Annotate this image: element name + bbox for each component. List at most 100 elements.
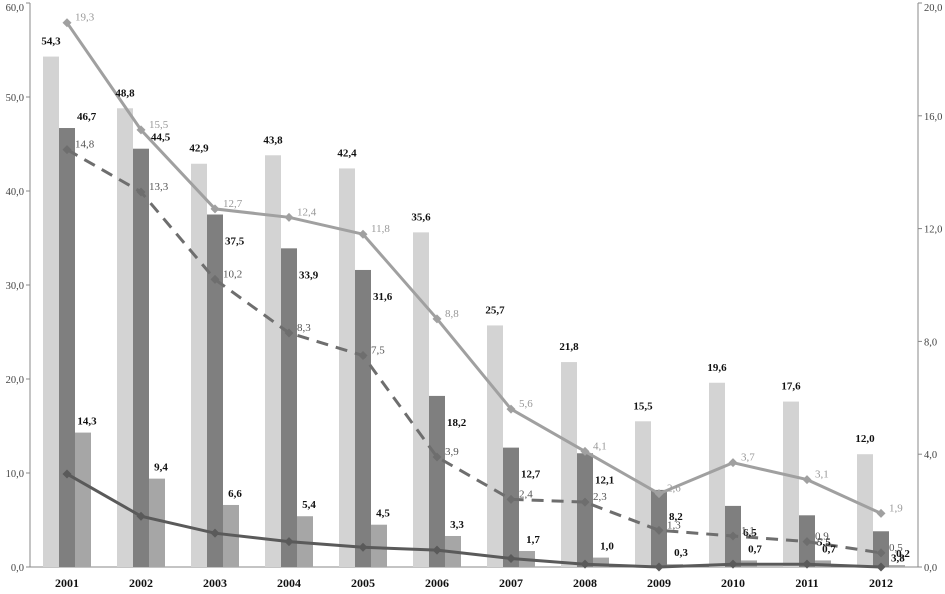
line-marker — [876, 548, 886, 558]
line-marker — [728, 458, 738, 468]
bar-value-label: 6,6 — [228, 488, 242, 500]
line-marker — [802, 537, 812, 547]
line-value-label: 7,5 — [371, 345, 385, 357]
bar-value-label: 5,4 — [302, 499, 316, 511]
line-marker — [432, 452, 442, 462]
line-value-label: 1,3 — [667, 519, 681, 531]
line-series — [65, 21, 882, 515]
line-value-label: 0,9 — [815, 531, 829, 543]
bar-layer — [43, 56, 905, 568]
bar — [371, 524, 387, 567]
bar — [355, 269, 371, 567]
bar — [503, 447, 519, 567]
line-marker — [136, 125, 146, 135]
bar — [117, 108, 133, 567]
y-right-tick-label: 16,0 — [924, 112, 942, 123]
bar-value-label: 8,2 — [669, 511, 683, 523]
bar — [413, 232, 429, 568]
bar — [149, 478, 165, 567]
line-marker — [728, 531, 738, 541]
bar — [133, 148, 149, 567]
bar-value-label: 21,8 — [559, 341, 579, 353]
bar-value-label: 3,3 — [450, 519, 464, 531]
bar-value-label: 35,6 — [411, 211, 431, 223]
line-marker — [284, 537, 294, 547]
y-right-tick-label: 4,0 — [924, 450, 937, 461]
y-right-tick-label: 8,0 — [924, 337, 937, 348]
x-tick-label: 2008 — [573, 576, 597, 590]
bar-value-label: 48,8 — [115, 87, 135, 99]
x-tick-label: 2002 — [129, 576, 153, 590]
line-marker — [432, 314, 442, 324]
bar-value-label: 5,5 — [817, 536, 831, 548]
x-tick-label: 2004 — [277, 576, 301, 590]
line-value-label: 14,8 — [75, 139, 95, 151]
line-marker — [358, 351, 368, 360]
bar-value-label: 1,0 — [600, 541, 614, 553]
line-value-label: 2,6 — [667, 483, 681, 495]
y-right-tick-label: 0,0 — [924, 563, 937, 574]
bar-value-label: 44,5 — [151, 132, 171, 144]
line-marker — [580, 497, 590, 507]
line-value-label: 4,1 — [593, 440, 607, 452]
x-tick-label: 2005 — [351, 576, 375, 590]
line-marker — [136, 511, 146, 521]
line-value-label: 3,1 — [815, 469, 829, 481]
bar — [59, 128, 75, 567]
bar-value-label: 9,4 — [154, 462, 168, 474]
x-tick-label: 2012 — [869, 576, 893, 590]
bar — [429, 395, 445, 567]
bar — [857, 454, 873, 567]
bar-value-label: 18,2 — [447, 417, 467, 429]
bar-value-label: 42,4 — [337, 147, 357, 159]
bar-value-label: 12,7 — [521, 469, 541, 481]
line-value-label: 12,7 — [223, 198, 243, 210]
line-marker — [506, 554, 516, 564]
x-tick-label: 2001 — [55, 576, 79, 590]
bar-value-label: 46,7 — [77, 111, 97, 123]
bar — [207, 214, 223, 567]
bar-value-label: 14,3 — [77, 416, 97, 428]
line-series — [66, 472, 882, 569]
line-value-label: 0,5 — [889, 542, 903, 554]
x-tick-label: 2009 — [647, 576, 671, 590]
bar-value-label: 31,6 — [373, 291, 393, 303]
bar-value-label: 37,5 — [225, 236, 245, 248]
line-marker — [210, 204, 220, 214]
line-marker — [654, 525, 664, 535]
line-value-label: 19,3 — [75, 12, 95, 24]
line-series — [66, 148, 882, 555]
y-left-tick-label: 30,0 — [6, 281, 24, 292]
chart-axes: 0,0 10,0 20,0 30,0 40,0 50,0 60,0 0,0 4,0 8,0 12,0… — [6, 2, 942, 590]
line-marker — [506, 494, 516, 504]
bar — [265, 155, 281, 567]
line-marker — [284, 212, 294, 222]
line-value-label: 2,4 — [519, 488, 533, 500]
bar-value-label: 1,7 — [526, 534, 540, 546]
data-label-layer: 54,3 48,8 42,9 43,8 42,4 35,6 25,7 21,8 15,5 19,6… — [41, 12, 910, 565]
line-value-label: 13,3 — [149, 181, 169, 193]
bar-value-label: 4,5 — [376, 508, 390, 520]
line-marker — [506, 404, 516, 414]
line-marker — [728, 559, 738, 569]
line-marker — [62, 18, 72, 28]
bar — [783, 401, 799, 567]
bar-value-label: 54,3 — [41, 36, 61, 48]
bar-value-label: 25,7 — [485, 304, 505, 316]
line-marker — [210, 274, 220, 284]
bar-value-label: 3,8 — [891, 552, 905, 564]
y-left-tick-label: 0,0 — [11, 563, 24, 574]
bar-value-label: 0,7 — [748, 543, 762, 555]
y-left-tick-label: 60,0 — [6, 3, 24, 14]
y-left-tick-label: 50,0 — [6, 93, 24, 104]
y-right-tick-label: 20,0 — [924, 3, 942, 14]
bar-value-label: 17,6 — [781, 381, 801, 393]
line-value-label: 5,6 — [519, 398, 533, 410]
bar — [577, 453, 593, 567]
bar-value-label: 6,5 — [743, 527, 757, 539]
bar — [635, 421, 651, 567]
bar-value-label: 42,9 — [189, 143, 209, 155]
line-marker — [432, 545, 442, 555]
line-marker — [210, 528, 220, 538]
bar — [43, 56, 59, 567]
